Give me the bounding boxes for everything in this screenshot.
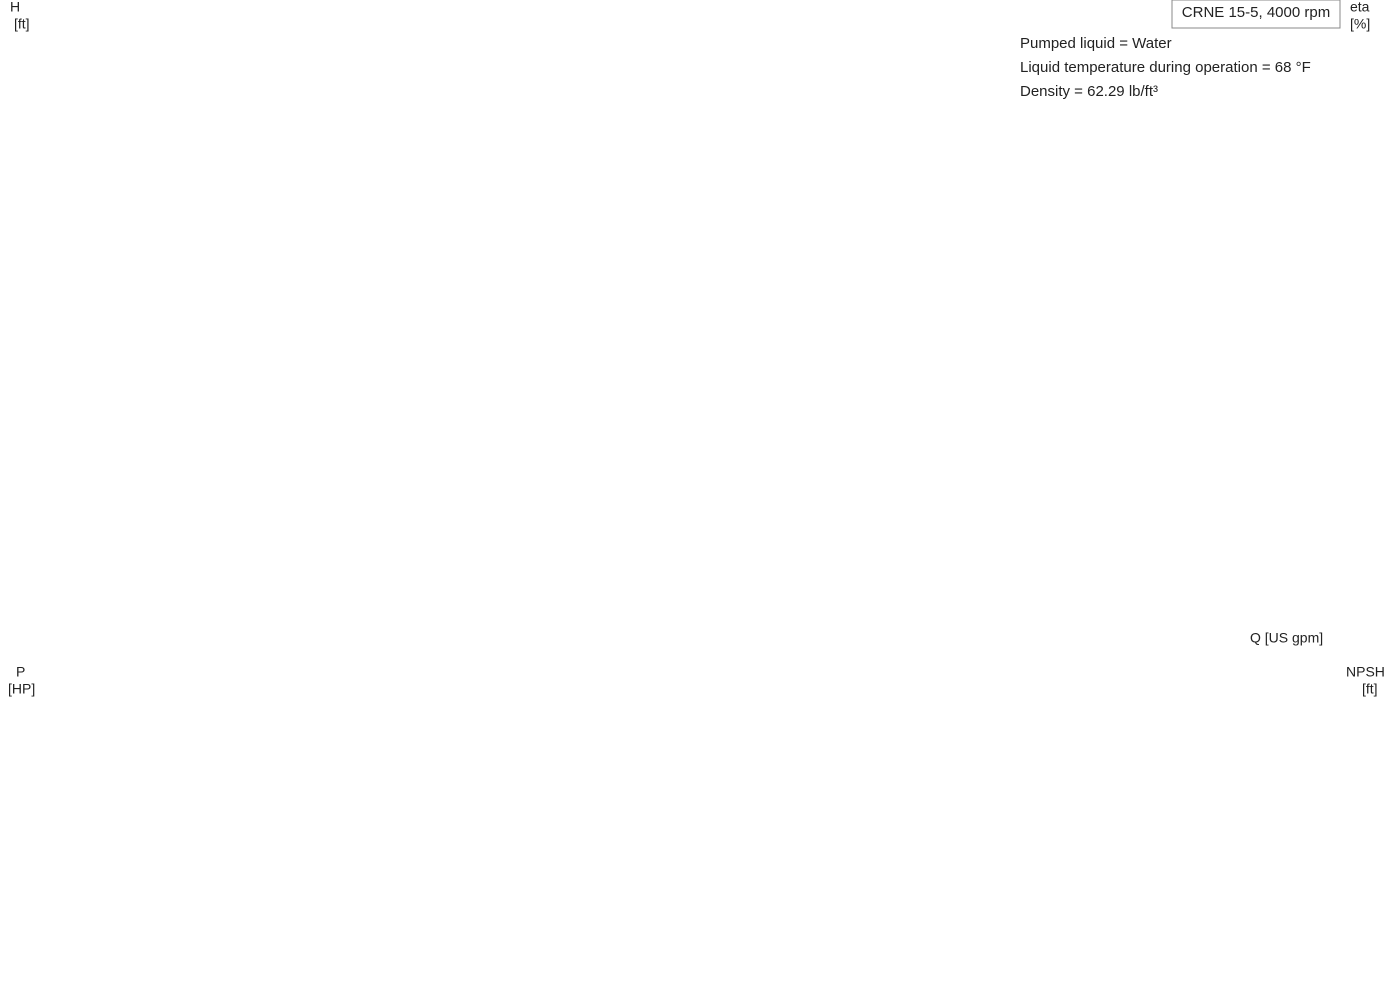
annotation: Pumped liquid = Water bbox=[1020, 35, 1172, 52]
y2-axis-unit: [ft] bbox=[1362, 681, 1378, 697]
y2-axis-label: eta bbox=[1350, 0, 1370, 15]
annotation: Density = 62.29 lb/ft³ bbox=[1020, 83, 1158, 100]
y-axis-unit: [HP] bbox=[8, 681, 35, 697]
title-box bbox=[1171, 0, 1341, 29]
chart-title: CRNE 15-5, 4000 rpm bbox=[1182, 4, 1330, 21]
y2-axis-unit: [%] bbox=[1350, 16, 1370, 32]
y-axis-label: P bbox=[16, 664, 25, 680]
y2-axis-label: NPSH bbox=[1346, 664, 1385, 680]
text-layer: H [ft] eta [%] Q [US gpm] CRNE 15-5, 400… bbox=[8, 0, 1385, 697]
annotation: Liquid temperature during operation = 68… bbox=[1020, 59, 1311, 76]
x-axis-label: Q [US gpm] bbox=[1250, 630, 1323, 646]
y-axis-unit: [ft] bbox=[14, 16, 30, 32]
y-axis-label: H bbox=[10, 0, 20, 15]
